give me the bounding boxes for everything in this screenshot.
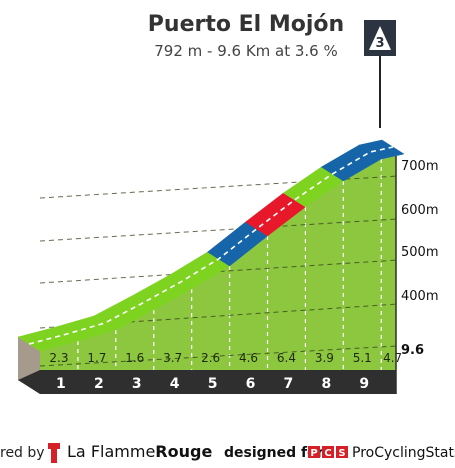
category-number: 3 — [375, 36, 384, 51]
gradient-label: 1.6 — [125, 351, 144, 365]
km-tick-label: 1 — [56, 376, 66, 392]
elevation-gridline — [39, 303, 399, 329]
chart-title: Puerto El Mojón — [148, 12, 344, 37]
category-triangle-icon — [369, 26, 391, 50]
profile-top-strip — [17, 139, 405, 352]
elevation-tick-label: 500m — [401, 245, 438, 260]
gradient-label: 5.1 — [353, 351, 372, 365]
top-strip-centerline — [28, 146, 394, 345]
km-tick-label: 4 — [170, 376, 180, 392]
profile-front-face — [40, 154, 404, 394]
chart-subtitle: 792 m - 9.6 Km at 3.6 % — [154, 42, 338, 60]
gradient-label: 3.7 — [163, 351, 182, 365]
km-tick-label: 8 — [321, 376, 331, 392]
km-tick-label: 5 — [208, 376, 218, 392]
svg-text:S: S — [338, 448, 345, 459]
gradient-label: 2.3 — [49, 351, 68, 365]
km-tick-label: 3 — [132, 376, 142, 392]
pcs-logo-icon: P C S — [308, 446, 348, 459]
profile-km-ribbon — [18, 370, 396, 394]
profile-body — [18, 154, 404, 394]
elevation-gridline — [39, 345, 399, 367]
pcs-name: ProCyclingStats — [352, 445, 455, 461]
km-tick-label: 9 — [359, 376, 369, 392]
svg-text:P: P — [310, 448, 317, 459]
gradient-label: 4.6 — [239, 351, 258, 365]
elevation-tick-label: 700m — [401, 159, 438, 174]
svg-text:C: C — [324, 448, 331, 459]
lafammerouge-logo-icon — [48, 443, 60, 463]
gradient-label: 4.7 — [383, 351, 402, 365]
km-tick-label: 7 — [284, 376, 294, 392]
brand-lafammerouge: La FlammeRouge — [67, 442, 212, 461]
distance-end-label: 9.6 — [401, 343, 424, 358]
elevation-gridline — [39, 218, 399, 242]
powered-by-text: red by — [0, 445, 45, 461]
profile-labels: 2.3 1.7 1.6 3.7 2.6 4.6 6.4 3.9 5.1 4.7 1 2 3 4 5 6 7 8 9 7… — [49, 159, 438, 392]
elevation-gridline — [39, 259, 399, 284]
km-tick-label: 6 — [246, 376, 256, 392]
gradient-label: 3.9 — [315, 351, 334, 365]
gradient-label: 2.6 — [201, 351, 220, 365]
gradient-label: 1.7 — [87, 351, 106, 365]
gradient-label: 6.4 — [277, 351, 296, 365]
elevation-tick-label: 600m — [401, 203, 438, 218]
elevation-tick-label: 400m — [401, 289, 438, 304]
footer: red by La FlammeRouge designed for P C S… — [0, 442, 455, 463]
km-tick-label: 2 — [94, 376, 104, 392]
designed-for-text: designed for — [224, 445, 324, 461]
